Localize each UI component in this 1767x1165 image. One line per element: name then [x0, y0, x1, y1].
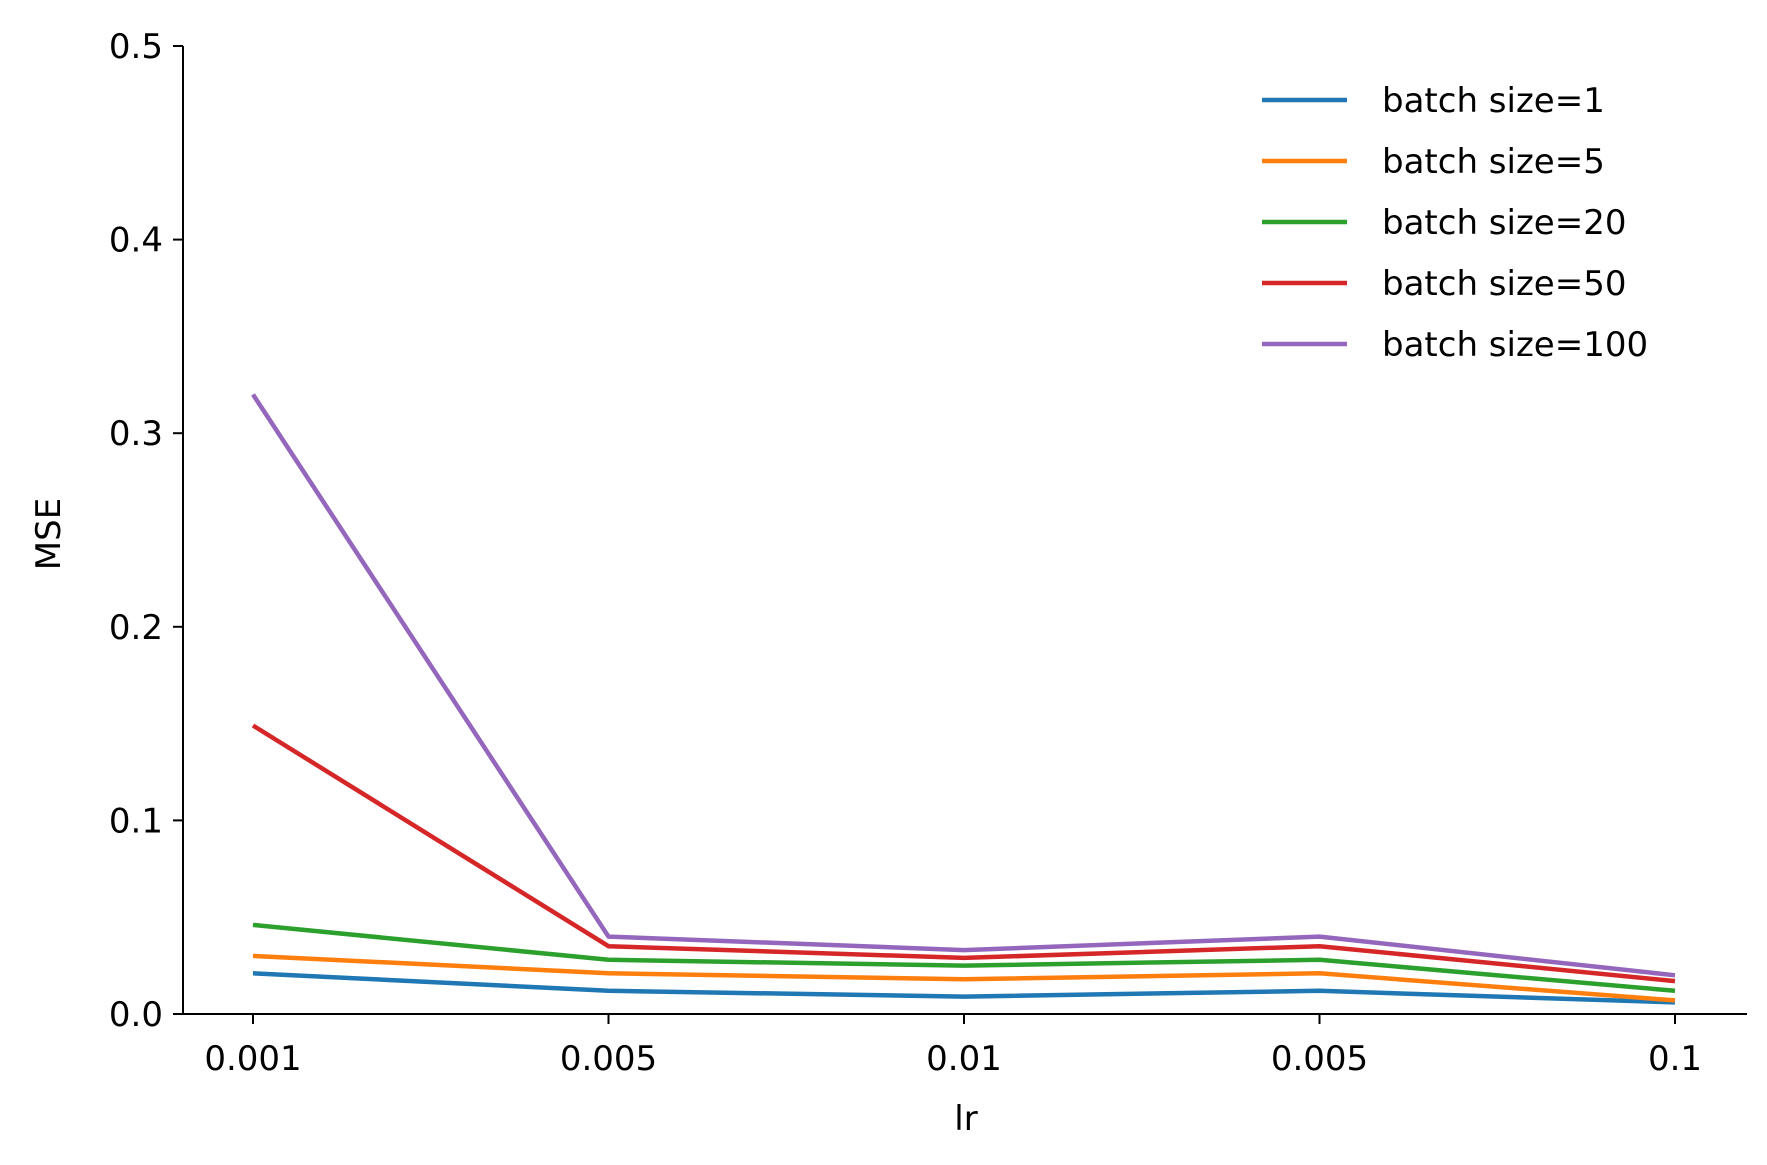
y-axis-label: MSE [29, 498, 69, 570]
x-tick-label: 0.01 [926, 1039, 1002, 1079]
y-tick-label: 0.1 [109, 801, 163, 841]
legend-label: batch size=1 [1382, 81, 1605, 121]
x-tick-label: 0.1 [1648, 1039, 1702, 1079]
y-tick-label: 0.4 [109, 221, 163, 261]
y-tick-label: 0.0 [109, 995, 163, 1035]
series-line-2 [252, 953, 1676, 1003]
y-tick-label: 0.5 [109, 27, 163, 67]
x-tick-label: 0.005 [1271, 1039, 1368, 1079]
x-axis-label: lr [954, 1099, 977, 1139]
series-line-4 [251, 723, 1676, 984]
legend-label: batch size=20 [1382, 203, 1626, 243]
x-tick-label: 0.001 [204, 1039, 301, 1079]
y-tick-label: 0.3 [109, 414, 163, 454]
series-line-5 [251, 393, 1676, 978]
legend-label: batch size=5 [1382, 142, 1605, 182]
legend-label: batch size=50 [1382, 264, 1626, 304]
series-lines [251, 393, 1676, 1005]
series-line-1 [252, 971, 1676, 1005]
x-tick-label: 0.005 [560, 1039, 657, 1079]
axes: 0.0 0.1 0.2 0.3 0.4 0.5 0.001 0.005 0.01 0.005 0.1 [109, 27, 1747, 1079]
y-tick-label: 0.2 [109, 608, 163, 648]
series-line-3 [252, 922, 1676, 994]
legend-label: batch size=100 [1382, 325, 1648, 365]
legend: batch size=1 batch size=5 batch size=20 bat… [1262, 81, 1648, 365]
